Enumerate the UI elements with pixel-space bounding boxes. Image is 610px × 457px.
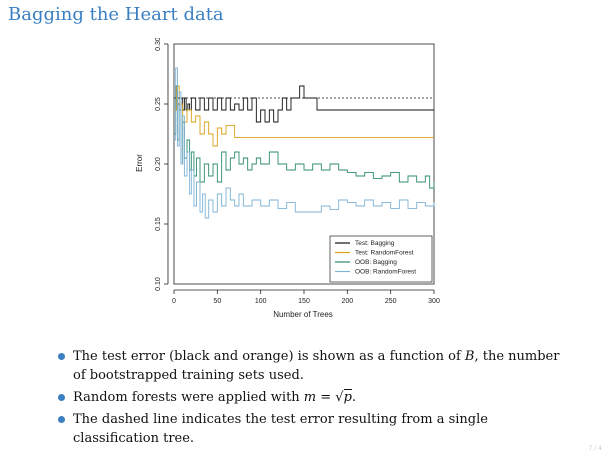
bullet-2-math-eq: =: [316, 390, 336, 405]
bullet-dot-icon: [58, 416, 65, 423]
chart-legend: Test: Bagging Test: RandomForest OOB: Bagg…: [329, 235, 433, 283]
x-tick-label: 250: [385, 298, 397, 305]
x-axis: 0 50 100 150 200 250 300: [172, 289, 440, 305]
slide-title: Bagging the Heart data: [8, 4, 224, 25]
series-line-oob-randomforest: [174, 67, 435, 219]
y-tick-label: 0.30: [155, 38, 162, 51]
legend-entry: OOB: RandomForest: [355, 269, 416, 276]
y-tick-label: 0.25: [155, 97, 162, 111]
bullet-1-text-before: The test error (black and orange) is sho…: [73, 349, 465, 364]
y-tick-label: 0.10: [155, 277, 162, 291]
x-tick-label: 150: [298, 298, 310, 305]
bullet-list: The test error (black and orange) is sho…: [56, 347, 576, 451]
x-tick-label: 300: [428, 298, 440, 305]
bullet-2-math-p: p: [343, 389, 352, 405]
x-tick-label: 100: [255, 298, 267, 305]
y-axis: 0.10 0.15 0.20 0.25 0.30: [155, 38, 169, 291]
series-layer: [174, 67, 435, 219]
plot-frame: [173, 43, 435, 285]
legend-entry: OOB: Bagging: [355, 259, 397, 266]
bullet-item-dashed-line: The dashed line indicates the test error…: [56, 410, 576, 448]
x-axis-label: Number of Trees: [273, 310, 333, 319]
bullet-1-math-b: B: [464, 349, 475, 364]
legend-box: [329, 235, 433, 283]
sqrt-icon: √: [335, 390, 344, 405]
bullet-item-random-forests: Random forests were applied with m = √p.: [56, 388, 576, 407]
bullet-2-math-m: m: [303, 390, 317, 405]
y-tick-label: 0.15: [155, 217, 162, 231]
bullet-dot-icon: [58, 394, 65, 401]
bullet-1-text-after: , the number of bootstrapped training se…: [73, 349, 560, 383]
bullet-2-text-before: Random forests were applied with: [73, 390, 304, 405]
legend-entry: Test: RandomForest: [355, 250, 414, 257]
y-axis-label: Error: [135, 154, 144, 172]
x-tick-label: 0: [172, 298, 176, 305]
x-tick-label: 200: [341, 298, 353, 305]
bullet-item-test-error: The test error (black and orange) is sho…: [56, 347, 576, 385]
x-tick-label: 50: [213, 298, 221, 305]
plot-border: [173, 43, 435, 285]
series-line-test-bagging: [174, 85, 434, 123]
y-tick-label: 0.20: [155, 157, 162, 171]
bullet-dot-icon: [58, 353, 65, 360]
page-number: 7 / 4: [588, 445, 602, 452]
bullet-2-text-after: .: [351, 390, 357, 405]
legend-entry: Test: Bagging: [355, 240, 395, 247]
bullet-3-text: The dashed line indicates the test error…: [73, 412, 488, 446]
error-chart: 0.100.150.200.250.30 0 50 100 150 200 250 300 …: [135, 38, 440, 319]
